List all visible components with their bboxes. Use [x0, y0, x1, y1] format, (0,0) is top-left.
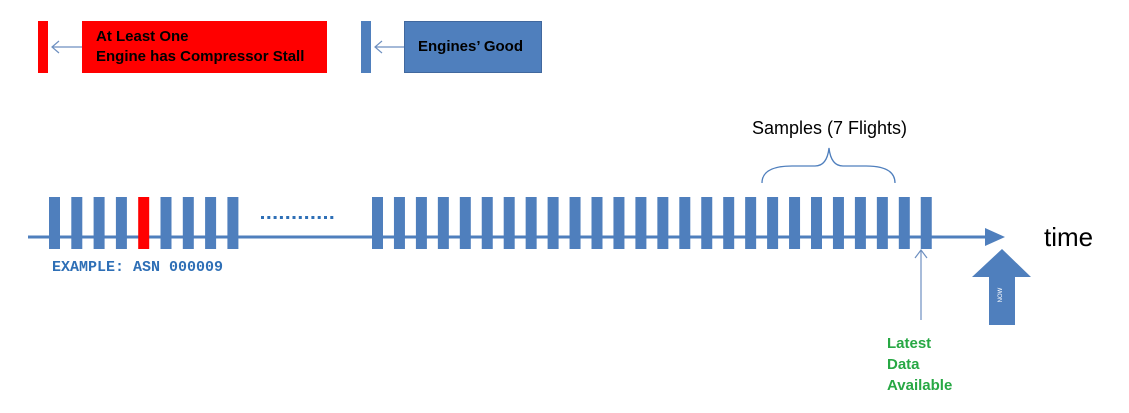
- stall-legend-arrowhead: [51, 40, 60, 54]
- ellipsis-dot: [305, 216, 309, 219]
- good-flight-bar: [49, 197, 60, 249]
- latest-data-line2: Data: [887, 356, 920, 373]
- ellipsis-dot: [286, 216, 290, 219]
- good-flight-bar: [657, 197, 669, 249]
- good-flight-bar: [613, 197, 625, 249]
- good-flight-bar: [481, 197, 493, 249]
- good-legend-arrowhead: [374, 40, 383, 54]
- good-flight-bar: [876, 197, 888, 249]
- good-flight-bar: [591, 197, 603, 249]
- good-flight-bar: [832, 197, 844, 249]
- stall-legend-label: At Least One Engine has Compressor Stall: [96, 27, 327, 67]
- now-arrow-icon: [972, 249, 1031, 325]
- ellipsis-dot: [273, 216, 277, 219]
- good-flight-bar: [459, 197, 471, 249]
- stall-swatch: [38, 21, 48, 73]
- good-legend-box: [404, 21, 542, 73]
- latest-data-line1: Latest: [887, 335, 932, 352]
- now-label: NOW: [998, 287, 1004, 302]
- good-flight-bar: [701, 197, 713, 249]
- good-flight-bar: [547, 197, 559, 249]
- samples-label: Samples (7 Flights): [752, 118, 908, 138]
- samples-brace: [761, 147, 896, 184]
- time-axis-arrowhead: [985, 228, 1005, 246]
- time-axis-label: time: [1044, 222, 1094, 252]
- good-flight-bar: [745, 197, 757, 249]
- ellipsis-dot: [267, 216, 271, 219]
- latest-data-label: Latest Data Available: [887, 333, 952, 396]
- good-flight-bar: [503, 197, 515, 249]
- good-flight-bar: [789, 197, 801, 249]
- good-flight-bar: [115, 197, 127, 249]
- good-flight-bar: [854, 197, 866, 249]
- good-flight-bar: [71, 197, 83, 249]
- ellipsis-dot: [298, 216, 302, 219]
- example-label: EXAMPLE: ASN 000009: [52, 259, 224, 276]
- ellipsis-dot: [317, 216, 321, 219]
- ellipsis-dot: [324, 216, 327, 219]
- bar-group-1: [49, 197, 239, 249]
- ellipsis-dot: [279, 216, 283, 219]
- good-flight-bar: [767, 197, 779, 249]
- stall-legend-line2: Engine has Compressor Stall: [96, 48, 305, 65]
- good-flight-bar: [437, 197, 449, 249]
- good-flight-bar: [920, 197, 932, 249]
- good-flight-bar: [393, 197, 405, 249]
- good-flight-bar: [160, 197, 172, 249]
- good-flight-bar: [811, 197, 822, 249]
- good-flight-bar: [679, 197, 691, 249]
- stall-legend-box: [82, 21, 327, 73]
- good-flight-bar: [635, 197, 647, 249]
- ellipsis-dot: [311, 216, 315, 219]
- good-flight-bar: [415, 197, 427, 249]
- good-flight-bar: [93, 197, 105, 249]
- latest-data-arrowhead: [914, 249, 928, 259]
- good-flight-bar: [898, 197, 910, 249]
- ellipsis-dot: [330, 216, 334, 219]
- good-flight-bar: [205, 197, 217, 249]
- good-flight-bar: [227, 197, 239, 249]
- good-flight-bar: [182, 197, 194, 249]
- good-flight-bar: [525, 197, 537, 249]
- good-legend-label: Engines’ Good: [418, 38, 524, 55]
- ellipsis-dot: [261, 216, 264, 219]
- good-flight-bar: [569, 197, 581, 249]
- good-swatch: [361, 21, 371, 73]
- ellipsis-dots: [261, 216, 334, 219]
- stall-flight-bar: [138, 197, 150, 249]
- latest-data-line3: Available: [887, 377, 953, 394]
- good-flight-bar: [723, 197, 735, 249]
- ellipsis-dot: [292, 216, 296, 219]
- bar-group-2: [372, 197, 932, 249]
- good-flight-bar: [372, 197, 383, 249]
- stall-legend-line1: At Least One: [96, 28, 189, 45]
